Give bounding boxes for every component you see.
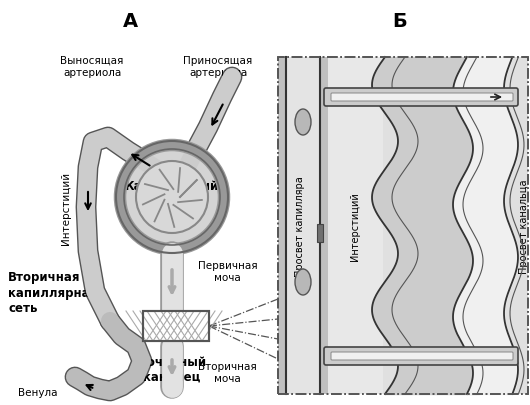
Text: Интерстиций: Интерстиций: [350, 192, 360, 260]
Text: Первичная
моча: Первичная моча: [198, 260, 258, 282]
Ellipse shape: [295, 110, 311, 136]
Text: Просвет канальца: Просвет канальца: [519, 179, 529, 273]
Ellipse shape: [295, 269, 311, 295]
Bar: [328, 58, 383, 394]
Text: Приносящая
артериола: Приносящая артериола: [183, 56, 253, 77]
Bar: [278, 58, 528, 394]
Circle shape: [136, 162, 208, 233]
Bar: [317, 224, 323, 243]
Text: Интерстиций: Интерстиций: [61, 171, 71, 244]
Text: Почечный
каналец: Почечный каналец: [137, 355, 207, 383]
Text: Выносящая
артериола: Выносящая артериола: [60, 56, 123, 77]
Bar: [278, 58, 528, 394]
Bar: [286, 58, 320, 394]
Bar: [143, 311, 209, 341]
FancyBboxPatch shape: [324, 347, 518, 365]
Text: А: А: [122, 12, 138, 31]
Bar: [143, 311, 209, 341]
FancyBboxPatch shape: [331, 352, 513, 360]
Text: Вторичная
капиллярная
сеть: Вторичная капиллярная сеть: [8, 271, 97, 314]
Text: Вторичная
моча: Вторичная моча: [198, 361, 257, 383]
Text: Просвет капилляра: Просвет капилляра: [295, 176, 305, 276]
Text: Б: Б: [393, 12, 408, 31]
FancyBboxPatch shape: [324, 89, 518, 107]
Bar: [278, 58, 328, 394]
Bar: [278, 58, 528, 394]
FancyBboxPatch shape: [331, 94, 513, 102]
Text: Венула: Венула: [18, 387, 57, 397]
Text: Капиллярный
клубочек: Капиллярный клубочек: [125, 179, 219, 207]
Circle shape: [120, 146, 224, 249]
